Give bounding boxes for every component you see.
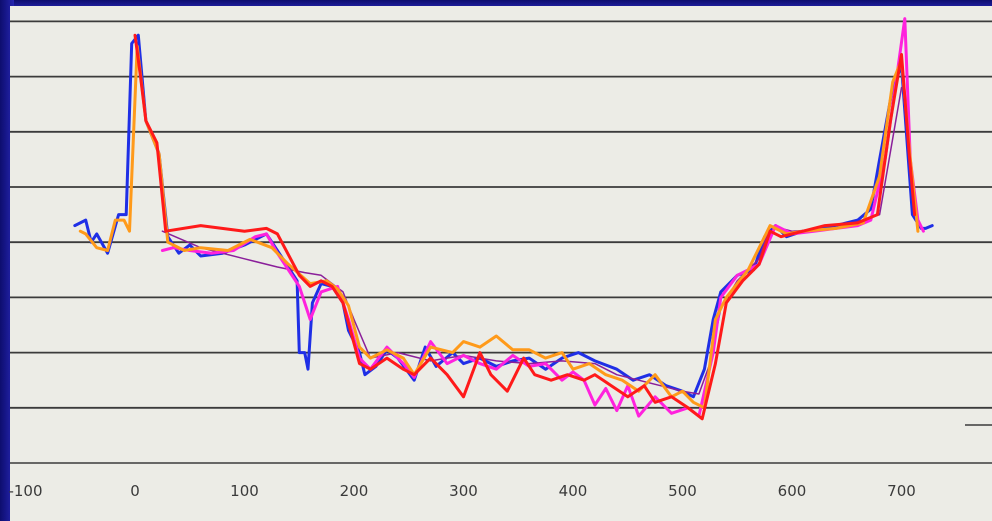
slide-border-top	[0, 0, 992, 8]
x-tick-label: 400	[559, 482, 588, 500]
series-line-5	[133, 33, 917, 421]
x-tick-label: -100	[8, 482, 42, 500]
x-tick-label: 100	[230, 482, 259, 500]
x-axis-tick-labels: -100 0 100 200 300 400 500 600 700	[8, 482, 915, 500]
x-tick-label: 300	[449, 482, 478, 500]
x-tick-label: 200	[340, 482, 369, 500]
x-tick-label: 0	[130, 482, 140, 500]
chart-paper	[10, 6, 992, 521]
series-lines	[73, 17, 934, 421]
x-tick-label: 700	[887, 482, 916, 500]
series-line-2	[161, 86, 903, 395]
gridlines	[10, 20, 992, 464]
x-tick-label: 600	[778, 482, 807, 500]
x-tick-label: 500	[668, 482, 697, 500]
